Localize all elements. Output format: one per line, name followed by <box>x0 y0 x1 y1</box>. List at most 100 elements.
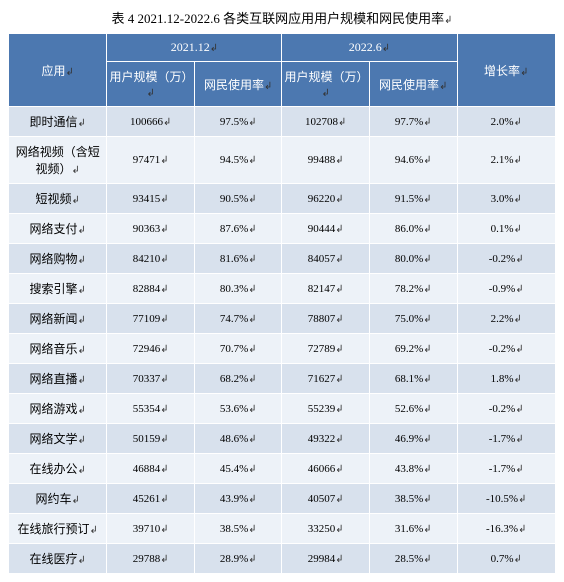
cell-app-value: 网络支付 <box>30 222 78 236</box>
cell-usage2: 68.1%↲ <box>370 364 458 394</box>
cell-growth: -1.7%↲ <box>457 454 555 484</box>
cell-app: 在线办公↲ <box>9 454 107 484</box>
cell-growth-value: 2.1% <box>491 154 514 166</box>
data-table: 应用↲ 2021.12↲ 2022.6↲ 增长率↲ 用户规模（万）↲ 网民使用率… <box>8 33 556 574</box>
cell-usage1-value: 97.5% <box>220 116 248 128</box>
col-scale2: 用户规模（万）↲ <box>282 62 370 107</box>
cell-usage2-value: 46.9% <box>395 433 423 445</box>
cursor-mark: ↲ <box>78 225 86 236</box>
cell-app: 网络视频（含短视频）↲ <box>9 137 107 184</box>
cursor-mark: ↲ <box>90 525 98 536</box>
cell-app-value: 搜索引擎 <box>30 282 78 296</box>
cursor-mark: ↲ <box>444 15 452 26</box>
cursor-mark: ↲ <box>514 314 522 325</box>
cell-usage2-value: 68.1% <box>395 373 423 385</box>
cell-scale2: 29984↲ <box>282 544 370 574</box>
cell-growth: 2.1%↲ <box>457 137 555 184</box>
cursor-mark: ↲ <box>248 284 256 295</box>
cursor-mark: ↲ <box>160 554 168 565</box>
cell-app-value: 在线旅行预订 <box>18 522 90 536</box>
col-app-label: 应用 <box>42 64 66 78</box>
cell-scale2-value: 40507 <box>308 493 336 505</box>
cursor-mark: ↲ <box>335 155 343 166</box>
cell-app-value: 网络直播 <box>30 372 78 386</box>
cursor-mark: ↲ <box>322 88 330 99</box>
cursor-mark: ↲ <box>160 314 168 325</box>
cursor-mark: ↲ <box>335 494 343 505</box>
cell-scale2: 49322↲ <box>282 424 370 454</box>
cell-usage1: 48.6%↲ <box>194 424 282 454</box>
cell-scale2-value: 99488 <box>308 154 336 166</box>
cell-growth-value: -0.2% <box>489 253 516 265</box>
cell-usage2: 43.8%↲ <box>370 454 458 484</box>
cell-usage2: 46.9%↲ <box>370 424 458 454</box>
cell-usage1-value: 87.6% <box>220 223 248 235</box>
col-period1: 2021.12↲ <box>107 34 282 62</box>
cursor-mark: ↲ <box>423 254 431 265</box>
cursor-mark: ↲ <box>515 464 523 475</box>
table-row: 网络文学↲50159↲48.6%↲49322↲46.9%↲-1.7%↲ <box>9 424 556 454</box>
cell-app: 短视频↲ <box>9 184 107 214</box>
cursor-mark: ↲ <box>72 495 80 506</box>
cursor-mark: ↲ <box>423 314 431 325</box>
col-period1-label: 2021.12 <box>171 40 210 54</box>
cell-scale1-value: 100666 <box>130 116 163 128</box>
cell-growth-value: 0.1% <box>491 223 514 235</box>
cell-usage2: 38.5%↲ <box>370 484 458 514</box>
cell-usage1: 87.6%↲ <box>194 214 282 244</box>
cursor-mark: ↲ <box>423 374 431 385</box>
cell-usage2: 86.0%↲ <box>370 214 458 244</box>
col-period2: 2022.6↲ <box>282 34 457 62</box>
cell-app-value: 网络游戏 <box>30 402 78 416</box>
table-row: 在线办公↲46884↲45.4%↲46066↲43.8%↲-1.7%↲ <box>9 454 556 484</box>
cursor-mark: ↲ <box>335 374 343 385</box>
cell-usage1: 94.5%↲ <box>194 137 282 184</box>
cursor-mark: ↲ <box>335 284 343 295</box>
cell-scale2-value: 49322 <box>308 433 336 445</box>
col-usage2: 网民使用率↲ <box>370 62 458 107</box>
cell-usage1-value: 81.6% <box>220 253 248 265</box>
cell-usage1-value: 53.6% <box>220 403 248 415</box>
cell-scale2-value: 33250 <box>308 523 336 535</box>
cell-usage2-value: 31.6% <box>395 523 423 535</box>
cursor-mark: ↲ <box>248 434 256 445</box>
cell-usage2-value: 91.5% <box>395 193 423 205</box>
cursor-mark: ↲ <box>514 224 522 235</box>
cell-scale1: 97471↲ <box>107 137 195 184</box>
cursor-mark: ↲ <box>248 344 256 355</box>
col-growth-label: 增长率 <box>484 64 520 78</box>
cursor-mark: ↲ <box>78 315 86 326</box>
cell-usage1-value: 94.5% <box>220 154 248 166</box>
cursor-mark: ↲ <box>78 555 86 566</box>
table-row: 短视频↲93415↲90.5%↲96220↲91.5%↲3.0%↲ <box>9 184 556 214</box>
table-header: 应用↲ 2021.12↲ 2022.6↲ 增长率↲ 用户规模（万）↲ 网民使用率… <box>9 34 556 107</box>
cell-scale2: 96220↲ <box>282 184 370 214</box>
cursor-mark: ↲ <box>335 524 343 535</box>
cursor-mark: ↲ <box>335 464 343 475</box>
cursor-mark: ↲ <box>160 374 168 385</box>
cell-scale1: 72946↲ <box>107 334 195 364</box>
cell-scale2: 82147↲ <box>282 274 370 304</box>
cursor-mark: ↲ <box>423 494 431 505</box>
cursor-mark: ↲ <box>160 464 168 475</box>
cursor-mark: ↲ <box>335 404 343 415</box>
cell-usage1: 81.6%↲ <box>194 244 282 274</box>
cell-usage1: 74.7%↲ <box>194 304 282 334</box>
cell-scale1-value: 97471 <box>133 154 161 166</box>
cell-growth: -0.2%↲ <box>457 394 555 424</box>
cell-growth-value: 0.7% <box>491 553 514 565</box>
cell-scale1-value: 84210 <box>133 253 161 265</box>
col-scale1: 用户规模（万）↲ <box>107 62 195 107</box>
cell-growth-value: 2.2% <box>491 313 514 325</box>
cursor-mark: ↲ <box>518 494 526 505</box>
cursor-mark: ↲ <box>78 375 86 386</box>
cell-scale2-value: 78807 <box>308 313 336 325</box>
cursor-mark: ↲ <box>66 67 74 78</box>
cursor-mark: ↲ <box>160 344 168 355</box>
cursor-mark: ↲ <box>423 155 431 166</box>
cursor-mark: ↲ <box>78 465 86 476</box>
cell-growth-value: -10.5% <box>486 493 518 505</box>
cell-usage1-value: 68.2% <box>220 373 248 385</box>
cursor-mark: ↲ <box>518 524 526 535</box>
cell-app: 在线医疗↲ <box>9 544 107 574</box>
